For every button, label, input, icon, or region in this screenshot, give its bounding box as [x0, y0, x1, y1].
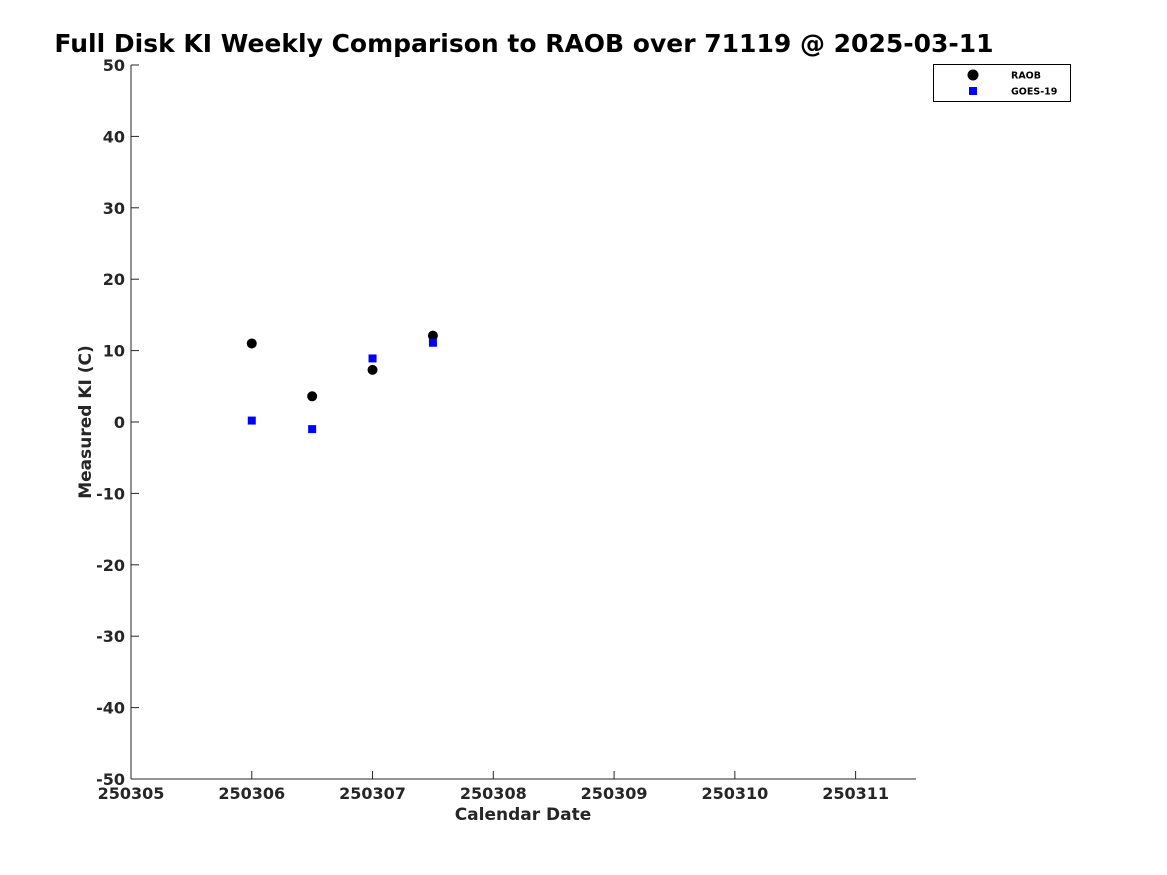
raob-point	[427, 330, 438, 341]
goes-19-point	[428, 338, 437, 347]
goes-19-point	[247, 416, 256, 425]
legend: RAOB GOES-19	[933, 64, 1071, 102]
y-tick-label: 30	[103, 199, 125, 218]
data-points	[246, 330, 438, 434]
y-tick-label: 20	[103, 270, 125, 289]
legend-marker-raob	[967, 69, 979, 81]
y-tick-label: -50	[96, 770, 125, 789]
raob-point	[307, 391, 318, 402]
y-axis-label: Measured KI (C)	[76, 345, 96, 499]
y-tick-label: 10	[103, 342, 125, 361]
y-tick-label: -10	[96, 484, 125, 503]
legend-marker-goes-19	[969, 87, 977, 95]
y-tick-label: 40	[103, 127, 125, 146]
goes-19-point	[368, 354, 377, 363]
legend-label: GOES-19	[1011, 87, 1057, 98]
chart-title: Full Disk KI Weekly Comparison to RAOB o…	[54, 29, 993, 58]
x-axis-label: Calendar Date	[455, 805, 592, 825]
y-tick-label: -40	[96, 699, 125, 718]
x-tick-label: 250308	[460, 784, 527, 803]
x-ticks: 250305 250306 250307 250308 250309 250310 2503…	[98, 771, 889, 803]
x-tick-label: 250306	[218, 784, 285, 803]
y-tick-label: -30	[96, 627, 125, 646]
y-tick-label: 50	[103, 56, 125, 75]
x-tick-label: 250307	[339, 784, 406, 803]
x-tick-label: 250310	[701, 784, 768, 803]
y-tick-label: 0	[114, 413, 125, 432]
x-tick-label: 250311	[822, 784, 889, 803]
legend-label: RAOB	[1011, 71, 1041, 82]
raob-point	[367, 364, 378, 375]
x-tick-label: 250309	[581, 784, 648, 803]
y-tick-label: -20	[96, 556, 125, 575]
x-tick-label: 250305	[98, 784, 165, 803]
y-ticks: -50 -40 -30 -20 -10 0 10 20 30 40 50	[96, 56, 139, 789]
raob-point	[246, 338, 257, 349]
goes-19-point	[308, 425, 317, 434]
legend-box	[933, 64, 1071, 102]
